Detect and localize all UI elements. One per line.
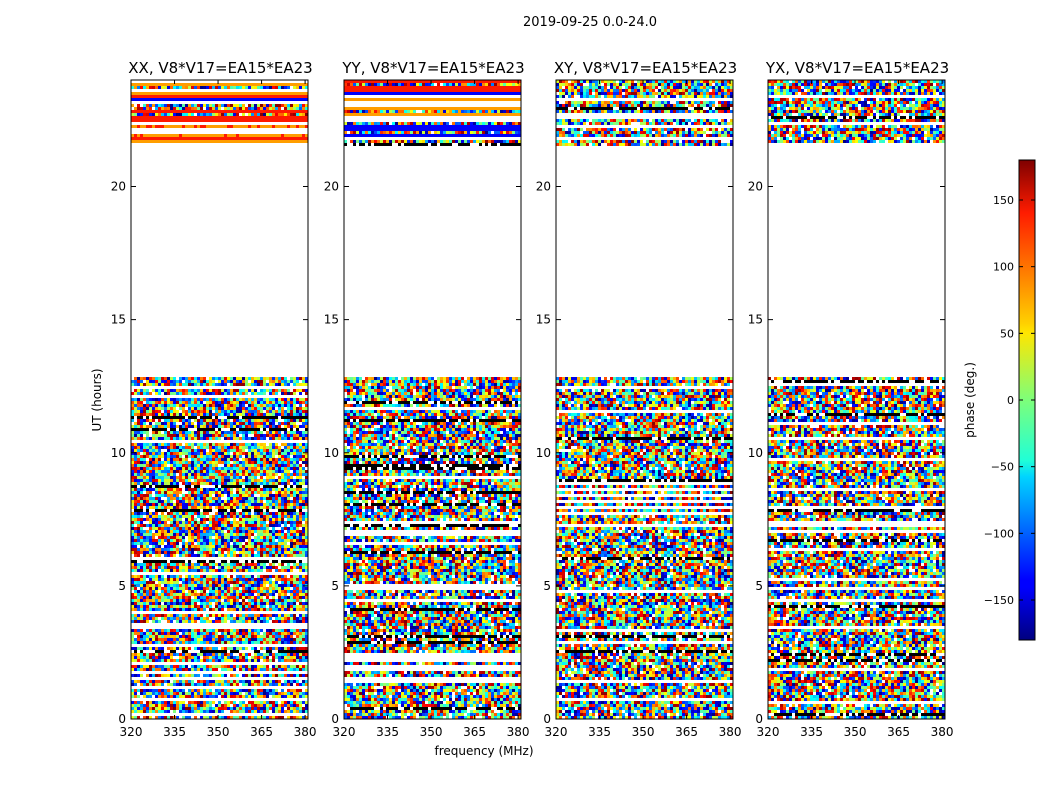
panel-title: XX, V8*V17=EA15*EA23 <box>128 59 312 77</box>
y-tick-label: 20 <box>324 180 339 194</box>
panel-title: XY, V8*V17=EA15*EA23 <box>554 59 737 77</box>
x-tick-label: 350 <box>632 725 655 739</box>
panel-title: YX, V8*V17=EA15*EA23 <box>765 59 949 77</box>
x-tick-label: 350 <box>844 725 867 739</box>
colorbar-tick-label: −100 <box>984 527 1014 540</box>
y-tick-label: 5 <box>543 579 551 593</box>
colorbar-tick-label: 0 <box>1007 394 1014 407</box>
y-tick-label: 15 <box>111 313 126 327</box>
panel-heatmap-image <box>768 80 945 719</box>
x-tick-label: 365 <box>675 725 698 739</box>
panel-frame <box>343 79 522 720</box>
x-tick-label: 350 <box>420 725 443 739</box>
y-tick-label: 5 <box>118 579 126 593</box>
panel-heatmap-image <box>556 80 733 719</box>
x-tick-label: 320 <box>120 725 143 739</box>
x-tick-label: 380 <box>294 725 317 739</box>
y-tick-label: 10 <box>111 446 126 460</box>
panel-frame <box>555 79 734 720</box>
y-tick-label: 15 <box>748 313 763 327</box>
x-axis-label: frequency (MHz) <box>434 744 533 758</box>
colorbar-tick-label: 150 <box>993 194 1014 207</box>
panel-title: YY, V8*V17=EA15*EA23 <box>341 59 524 77</box>
panel-1: XX, V8*V17=EA15*EA23 320 335 350 365 380 0 5 10 1… <box>111 59 317 739</box>
x-tick-label: 380 <box>719 725 742 739</box>
x-tick-label: 380 <box>931 725 954 739</box>
y-tick-label: 10 <box>748 446 763 460</box>
panel-frame <box>767 79 946 720</box>
x-tick-label: 320 <box>757 725 780 739</box>
panel-frame <box>130 79 309 720</box>
y-tick-label: 5 <box>755 579 763 593</box>
y-tick-label: 20 <box>748 180 763 194</box>
y-tick-label: 15 <box>536 313 551 327</box>
y-tick-label: 5 <box>331 579 339 593</box>
y-tick-label: 0 <box>755 712 763 726</box>
panels-group: XX, V8*V17=EA15*EA23 320 335 350 365 380 0 5 10 1… <box>111 59 954 739</box>
x-tick-label: 335 <box>800 725 823 739</box>
colorbar-tick-label: −50 <box>991 461 1014 474</box>
x-tick-label: 365 <box>250 725 273 739</box>
y-axis-label: UT (hours) <box>90 368 104 431</box>
panel-heatmap-image <box>131 80 308 719</box>
y-tick-label: 20 <box>536 180 551 194</box>
panel-4: YX, V8*V17=EA15*EA23 320 335 350 365 380 0 5 10 1… <box>748 59 954 739</box>
x-tick-label: 320 <box>545 725 568 739</box>
x-tick-label: 365 <box>887 725 910 739</box>
colorbar-tick-label: −150 <box>984 594 1014 607</box>
panel-2: YY, V8*V17=EA15*EA23 320 335 350 365 380 0 5 10 1… <box>324 59 530 739</box>
colorbar-tick-label: 100 <box>993 261 1014 274</box>
x-tick-label: 320 <box>333 725 356 739</box>
colorbar: −150 −100 −50 0 50 100 150 phase (deg.) <box>963 159 1036 641</box>
y-tick-label: 0 <box>118 712 126 726</box>
colorbar-label: phase (deg.) <box>963 362 977 438</box>
x-tick-label: 335 <box>163 725 186 739</box>
panel-heatmap-image <box>344 80 521 719</box>
y-tick-label: 10 <box>324 446 339 460</box>
x-tick-label: 335 <box>588 725 611 739</box>
x-tick-label: 350 <box>207 725 230 739</box>
x-tick-label: 335 <box>376 725 399 739</box>
y-tick-label: 10 <box>536 446 551 460</box>
y-tick-label: 20 <box>111 180 126 194</box>
x-tick-label: 380 <box>507 725 530 739</box>
colorbar-ticks: −150 −100 −50 0 50 100 150 <box>984 194 1035 607</box>
panel-3: XY, V8*V17=EA15*EA23 320 335 350 365 380 0 5 10 1… <box>536 59 742 739</box>
figure-suptitle: 2019-09-25 0.0-24.0 <box>523 15 657 30</box>
y-tick-label: 15 <box>324 313 339 327</box>
y-tick-label: 0 <box>543 712 551 726</box>
x-tick-label: 365 <box>463 725 486 739</box>
y-tick-label: 0 <box>331 712 339 726</box>
colorbar-tick-label: 50 <box>1000 327 1014 340</box>
